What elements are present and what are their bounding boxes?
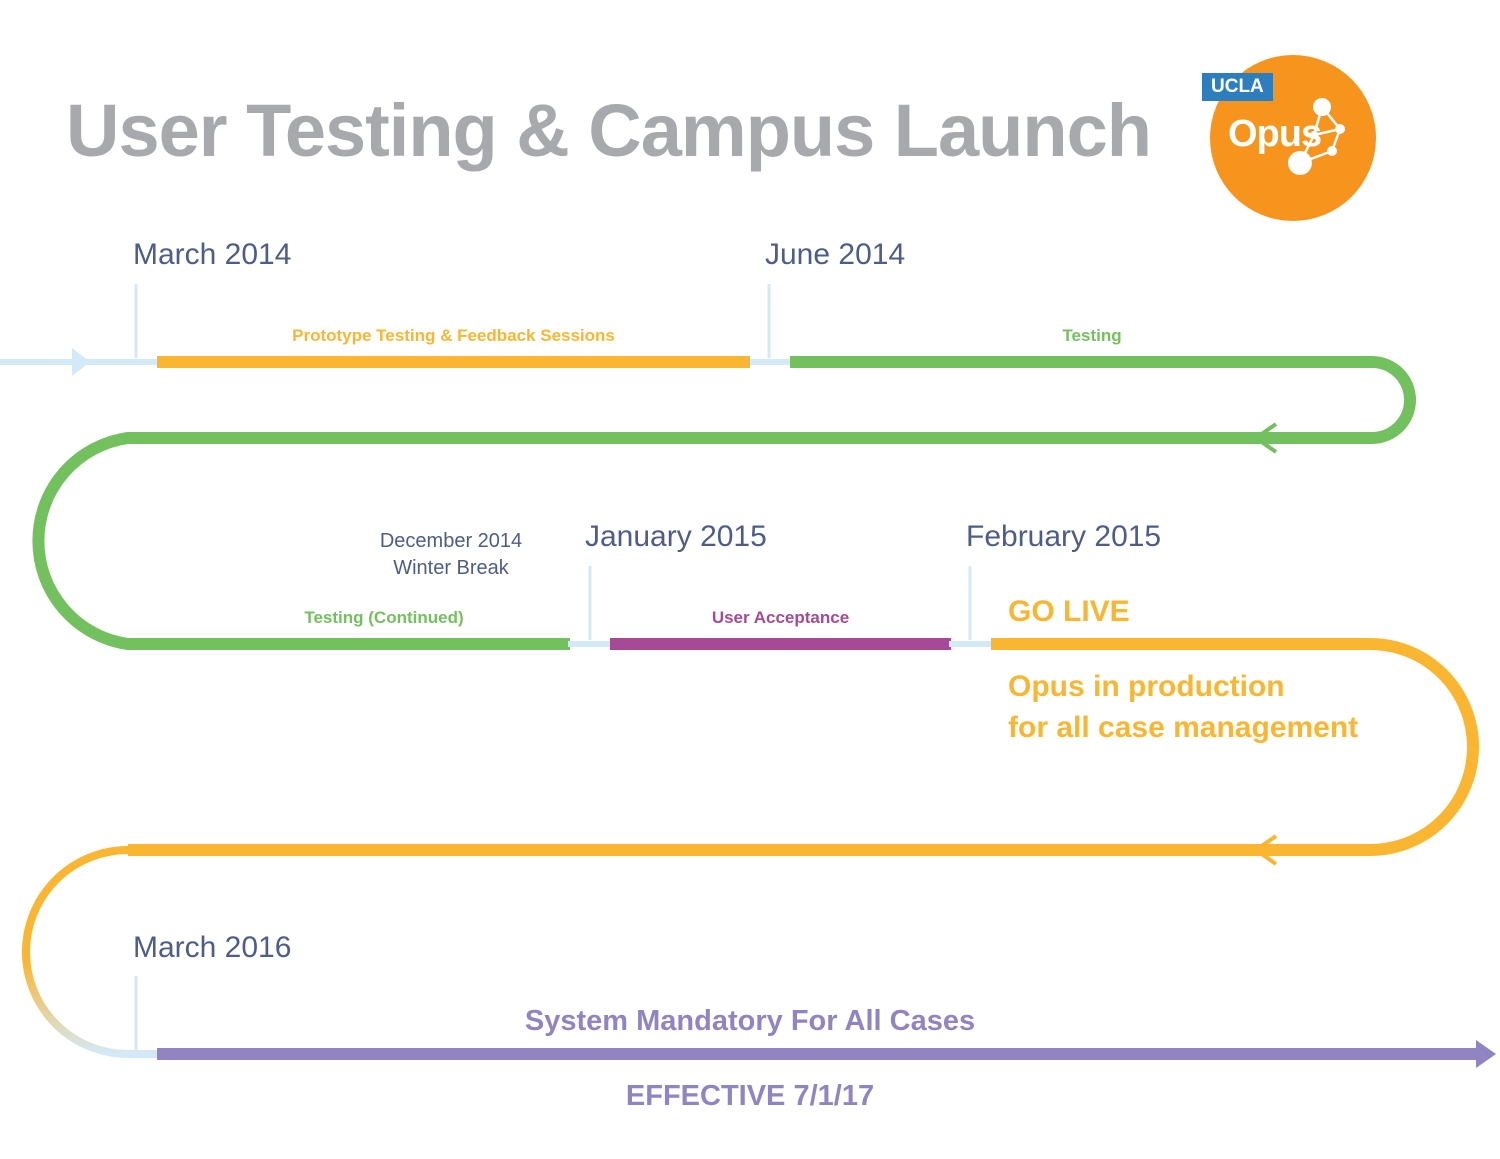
- date-february-2015: February 2015: [966, 520, 1162, 553]
- label-user-acceptance: User Acceptance: [711, 608, 850, 627]
- date-december-2014: December 2014 Winter Break: [360, 528, 542, 582]
- arrow-left-green: [1252, 422, 1278, 454]
- bar-testing: [32, 356, 1416, 650]
- december-2014-label: December 2014: [379, 530, 523, 552]
- label-prototype-testing: Prototype Testing & Feedback Sessions: [292, 326, 615, 345]
- effective-label: EFFECTIVE 7/1/17: [625, 1080, 875, 1112]
- go-live-line-2: for all case management: [1008, 711, 1359, 744]
- label-testing: Testing: [1062, 326, 1122, 345]
- page-title: User Testing & Campus Launch: [66, 89, 1152, 172]
- go-live-line-1: Opus in production: [1008, 670, 1285, 703]
- label-testing-continued: Testing (Continued): [304, 608, 464, 627]
- date-june-2014: June 2014: [765, 238, 906, 271]
- winter-break-label: Winter Break: [393, 557, 509, 579]
- constellation-icon: [1288, 98, 1345, 175]
- lead-in-arrow: [72, 348, 90, 376]
- fade-curve: [22, 846, 160, 1058]
- bar-go-live: [128, 638, 1479, 856]
- date-march-2014: March 2014: [133, 238, 292, 271]
- ucla-opus-logo: UCLA Opus: [1202, 55, 1378, 225]
- arrow-left-yellow: [1252, 834, 1278, 866]
- date-march-2016: March 2016: [133, 931, 292, 964]
- date-january-2015: January 2015: [585, 520, 767, 553]
- go-live-heading: GO LIVE: [1008, 595, 1130, 628]
- mandatory-label: System Mandatory For All Cases: [524, 1005, 976, 1037]
- arrow-right-purple: [1476, 1040, 1496, 1068]
- ucla-badge: UCLA: [1202, 73, 1273, 101]
